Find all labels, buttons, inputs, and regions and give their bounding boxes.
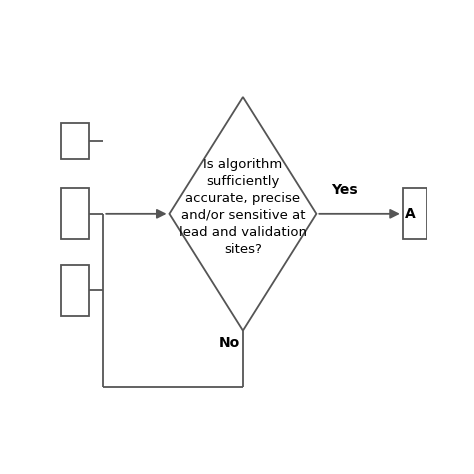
Text: A: A bbox=[405, 207, 415, 221]
Bar bbox=[61, 123, 89, 159]
Text: No: No bbox=[219, 336, 240, 350]
Text: Is algorithm
sufficiently
accurate, precise
and/or sensitive at
lead and validat: Is algorithm sufficiently accurate, prec… bbox=[179, 157, 307, 255]
Bar bbox=[61, 188, 89, 239]
Bar bbox=[61, 265, 89, 316]
Bar bbox=[403, 188, 427, 239]
Text: Yes: Yes bbox=[331, 183, 357, 197]
Polygon shape bbox=[169, 97, 316, 331]
